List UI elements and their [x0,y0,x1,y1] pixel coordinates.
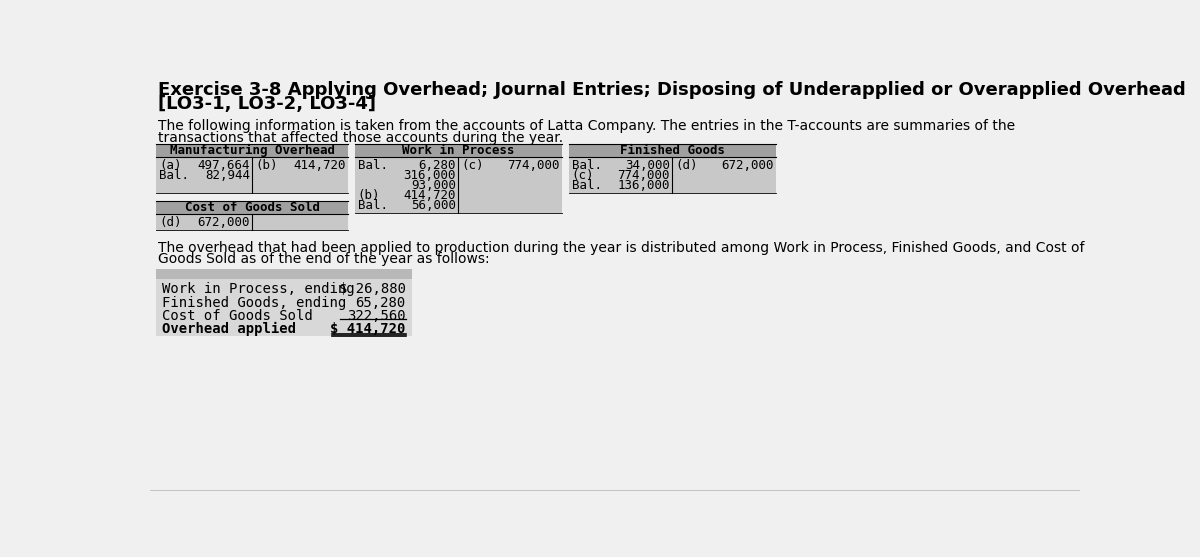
Text: Bal.: Bal. [571,179,601,192]
Text: 93,000: 93,000 [412,179,456,192]
Text: Exercise 3-8 Applying Overhead; Journal Entries; Disposing of Underapplied or Ov: Exercise 3-8 Applying Overhead; Journal … [157,81,1186,99]
Text: Cost of Goods Sold: Cost of Goods Sold [162,309,313,323]
Bar [156,144,348,157]
Text: 6,280: 6,280 [419,159,456,172]
Text: 82,944: 82,944 [205,169,250,182]
Bar [156,157,348,193]
Text: The following information is taken from the accounts of Latta Company. The entri: The following information is taken from … [157,119,1015,133]
Bar [569,157,776,193]
Text: (b): (b) [358,189,380,202]
Text: 56,000: 56,000 [412,199,456,212]
Text: 34,000: 34,000 [625,159,670,172]
Text: Work in Process: Work in Process [402,144,515,157]
Text: (d): (d) [676,159,698,172]
Bar [569,144,776,157]
Text: $ 414,720: $ 414,720 [330,322,406,336]
Text: Goods Sold as of the end of the year as follows:: Goods Sold as of the end of the year as … [157,252,490,266]
Bar [156,280,412,336]
Text: 497,664: 497,664 [198,159,250,172]
Text: 774,000: 774,000 [508,159,560,172]
Text: Bal.: Bal. [160,169,190,182]
Text: $ 26,880: $ 26,880 [338,282,406,296]
Bar [156,214,348,230]
Text: (d): (d) [160,216,182,229]
Bar [156,268,412,280]
Text: Finished Goods: Finished Goods [620,144,725,157]
Text: 322,560: 322,560 [347,309,406,323]
Text: Overhead applied: Overhead applied [162,322,296,336]
Text: The overhead that had been applied to production during the year is distributed : The overhead that had been applied to pr… [157,241,1085,255]
Text: 316,000: 316,000 [403,169,456,182]
Text: [LO3-1, LO3-2, LO3-4]: [LO3-1, LO3-2, LO3-4] [157,95,376,113]
Bar [355,144,563,157]
Text: (a): (a) [160,159,182,172]
Text: transactions that affected those accounts during the year.: transactions that affected those account… [157,131,563,145]
Bar [156,201,348,214]
Text: 414,720: 414,720 [403,189,456,202]
Text: 774,000: 774,000 [618,169,670,182]
Text: (c): (c) [571,169,594,182]
Text: (b): (b) [256,159,278,172]
Text: Bal.: Bal. [571,159,601,172]
Text: Work in Process, ending: Work in Process, ending [162,282,355,296]
Text: 136,000: 136,000 [618,179,670,192]
Text: Bal.: Bal. [358,159,388,172]
Text: Finished Goods, ending: Finished Goods, ending [162,296,347,310]
Text: Cost of Goods Sold: Cost of Goods Sold [185,201,319,214]
Text: 414,720: 414,720 [294,159,346,172]
Text: 65,280: 65,280 [355,296,406,310]
Text: 672,000: 672,000 [198,216,250,229]
Text: Manufacturing Overhead: Manufacturing Overhead [170,144,335,157]
Bar [355,157,563,213]
Text: (c): (c) [462,159,484,172]
Text: Bal.: Bal. [358,199,388,212]
Text: 672,000: 672,000 [721,159,774,172]
